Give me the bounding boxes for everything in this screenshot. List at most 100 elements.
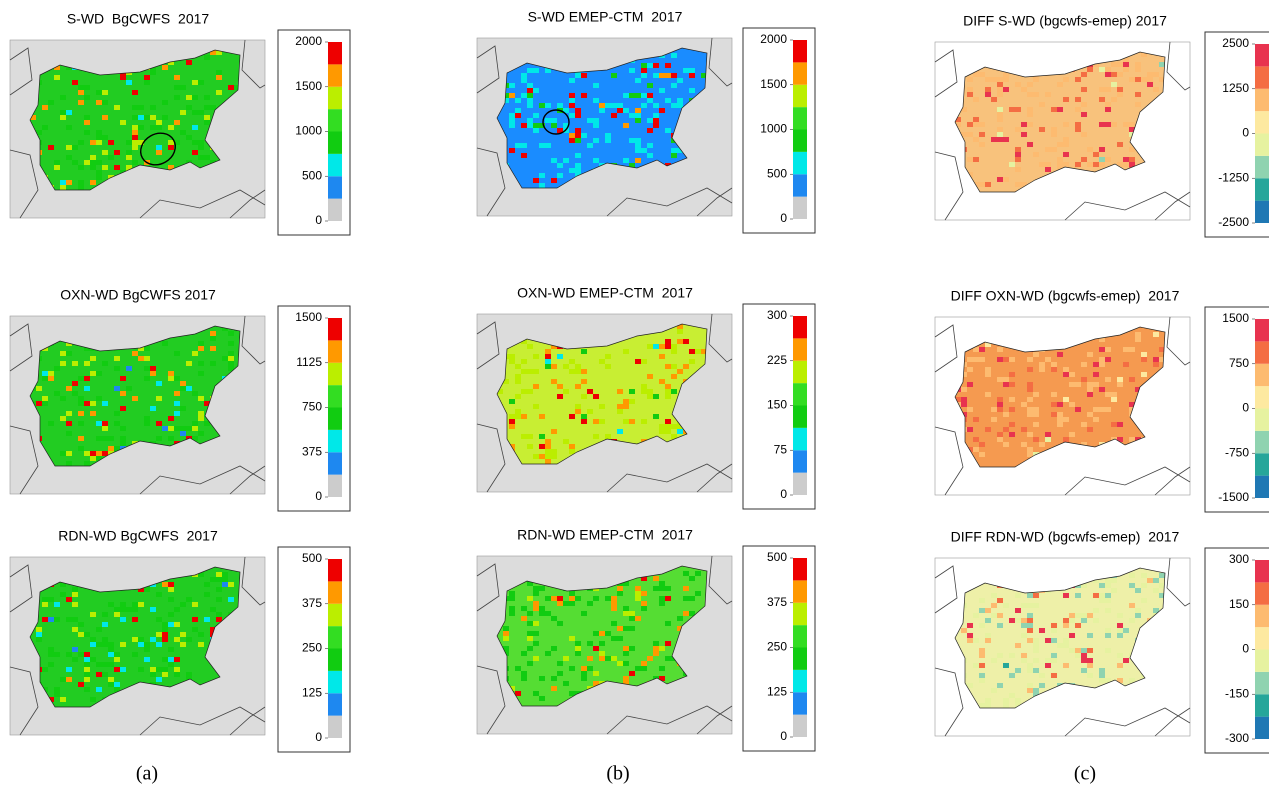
field-cell (120, 120, 126, 125)
field-cell (1081, 658, 1087, 663)
field-cell (677, 424, 683, 429)
colorbar-segment (328, 559, 342, 582)
field-cell (545, 103, 551, 108)
field-cell (551, 379, 557, 384)
colorbar-tick-label: 500 (302, 168, 322, 182)
field-cell (204, 105, 210, 110)
field-cell (521, 153, 527, 158)
field-cell (96, 396, 102, 401)
field-cell (222, 356, 228, 361)
field-cell (997, 92, 1003, 97)
field-cell (1063, 372, 1069, 377)
field-cell (527, 434, 533, 439)
field-cell (1033, 412, 1039, 417)
field-cell (659, 88, 665, 93)
field-cell (54, 391, 60, 396)
country-border (9, 666, 39, 736)
field-cell (192, 125, 198, 130)
field-cell (533, 369, 539, 374)
field-cell (1027, 613, 1033, 618)
field-cell (1099, 678, 1105, 683)
field-cell (1099, 362, 1105, 367)
field-cell (569, 636, 575, 641)
field-cell (527, 123, 533, 128)
field-cell (1027, 142, 1033, 147)
field-cell (204, 582, 210, 587)
field-cell (503, 98, 509, 103)
colorbar-segment (793, 316, 807, 339)
field-cell (689, 576, 695, 581)
field-cell (521, 414, 527, 419)
field-cell (78, 85, 84, 90)
field-cell (997, 357, 1003, 362)
field-cell (1081, 377, 1087, 382)
field-cell (677, 148, 683, 153)
field-cell (1069, 402, 1075, 407)
field-cell (114, 652, 120, 657)
field-cell (156, 642, 162, 647)
colorbar-segment (793, 196, 807, 219)
country-outline (954, 51, 1166, 193)
field-cell (1105, 578, 1111, 583)
field-cell (599, 103, 605, 108)
field-cell (665, 429, 671, 434)
field-cell (150, 366, 156, 371)
field-cell (126, 607, 132, 612)
field-cell (132, 125, 138, 130)
field-cell (967, 87, 973, 92)
field-cell (168, 662, 174, 667)
field-cell (168, 371, 174, 376)
field-cell (979, 663, 985, 668)
field-cell (677, 339, 683, 344)
field-cell (36, 637, 42, 642)
field-cell (641, 389, 647, 394)
field-cell (683, 571, 689, 576)
field-cell (168, 145, 174, 150)
field-cell (997, 613, 1003, 618)
field-cell (1015, 608, 1021, 613)
field-cell (192, 150, 198, 155)
field-cell (539, 434, 545, 439)
colorbar-tick-label: -2500 (1218, 215, 1249, 229)
field-cell (635, 118, 641, 123)
field-cell (973, 97, 979, 102)
field-cell (599, 108, 605, 113)
colorbar-segment (328, 131, 342, 154)
colorbar-segment (328, 64, 342, 87)
field-cell (168, 125, 174, 130)
country-border (1154, 466, 1191, 496)
field-cell (84, 632, 90, 637)
field-cell (533, 123, 539, 128)
field-cell (198, 572, 204, 577)
field-cell (102, 451, 108, 456)
field-cell (132, 652, 138, 657)
field-cell (72, 391, 78, 396)
field-cell (527, 68, 533, 73)
field-cell (1135, 332, 1141, 337)
field-cell (515, 409, 521, 414)
field-cell (979, 598, 985, 603)
field-cell (515, 374, 521, 379)
field-cell (96, 90, 102, 95)
field-cell (90, 456, 96, 461)
field-cell (1003, 663, 1009, 668)
field-cell (150, 70, 156, 75)
field-cell (222, 582, 228, 587)
field-cell (1003, 427, 1009, 432)
field-cell (527, 83, 533, 88)
field-cell (1021, 442, 1027, 447)
colorbar-segment (793, 472, 807, 495)
field-cell (1027, 618, 1033, 623)
field-cell (1045, 437, 1051, 442)
field-cell (509, 419, 515, 424)
field-cell (1129, 77, 1135, 82)
field-cell (623, 651, 629, 656)
field-cell (1099, 387, 1105, 392)
field-cell (78, 446, 84, 451)
field-cell (545, 444, 551, 449)
field-cell (1015, 698, 1021, 703)
field-cell (156, 396, 162, 401)
field-cell (1003, 72, 1009, 77)
field-cell (48, 652, 54, 657)
field-cell (138, 105, 144, 110)
